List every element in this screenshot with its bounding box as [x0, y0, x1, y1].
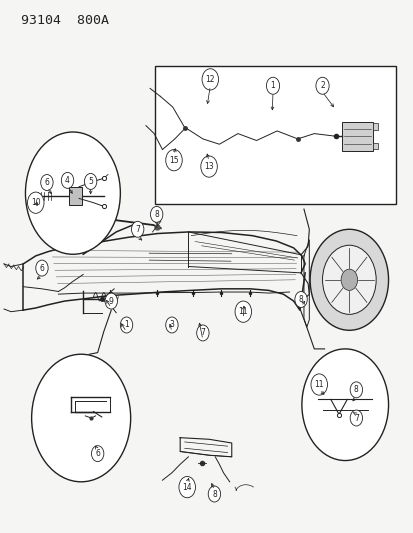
- Text: 1: 1: [270, 81, 275, 90]
- Circle shape: [31, 354, 131, 482]
- Circle shape: [200, 156, 217, 177]
- Text: 2: 2: [319, 81, 324, 90]
- Circle shape: [91, 446, 104, 462]
- Bar: [69, 187, 82, 205]
- Circle shape: [310, 374, 327, 395]
- Circle shape: [25, 132, 120, 254]
- Text: 6: 6: [44, 178, 49, 187]
- Text: 8: 8: [298, 295, 303, 304]
- Text: 93104  800A: 93104 800A: [21, 14, 109, 27]
- Text: 4: 4: [65, 176, 70, 185]
- Circle shape: [235, 301, 251, 322]
- Text: 7: 7: [353, 414, 358, 423]
- Circle shape: [266, 77, 279, 94]
- Bar: [372, 143, 377, 149]
- Circle shape: [165, 317, 178, 333]
- Text: 7: 7: [135, 225, 140, 234]
- Circle shape: [61, 172, 74, 188]
- Bar: [341, 122, 372, 151]
- Circle shape: [202, 69, 218, 90]
- Circle shape: [294, 292, 306, 308]
- Circle shape: [349, 382, 362, 398]
- Text: 6: 6: [39, 264, 44, 272]
- Circle shape: [301, 349, 388, 461]
- Text: 10: 10: [31, 198, 40, 207]
- Circle shape: [208, 486, 220, 502]
- Circle shape: [349, 410, 362, 426]
- Text: 6: 6: [95, 449, 100, 458]
- Circle shape: [131, 221, 144, 237]
- Text: 1: 1: [124, 320, 128, 329]
- Circle shape: [120, 317, 133, 333]
- Circle shape: [340, 269, 357, 290]
- Circle shape: [40, 174, 53, 190]
- Text: 11: 11: [238, 307, 247, 316]
- Circle shape: [84, 173, 97, 189]
- Bar: [372, 124, 377, 130]
- Circle shape: [196, 325, 209, 341]
- Text: 13: 13: [204, 162, 214, 171]
- Text: 12: 12: [205, 75, 214, 84]
- Text: 15: 15: [169, 156, 178, 165]
- Circle shape: [309, 229, 388, 330]
- Circle shape: [315, 77, 328, 94]
- Text: 5: 5: [88, 177, 93, 186]
- Circle shape: [165, 150, 182, 171]
- Text: 8: 8: [154, 210, 159, 219]
- Text: 7: 7: [200, 328, 205, 337]
- Circle shape: [105, 293, 117, 309]
- Circle shape: [150, 206, 162, 222]
- Text: 8: 8: [353, 385, 358, 394]
- Bar: [155, 66, 395, 204]
- Text: 3: 3: [169, 320, 174, 329]
- Circle shape: [36, 260, 48, 276]
- Text: 14: 14: [182, 482, 192, 491]
- Circle shape: [322, 245, 375, 314]
- Text: 11: 11: [314, 380, 323, 389]
- Text: 9: 9: [109, 296, 114, 305]
- Circle shape: [178, 477, 195, 498]
- Circle shape: [27, 192, 44, 213]
- Text: 8: 8: [211, 489, 216, 498]
